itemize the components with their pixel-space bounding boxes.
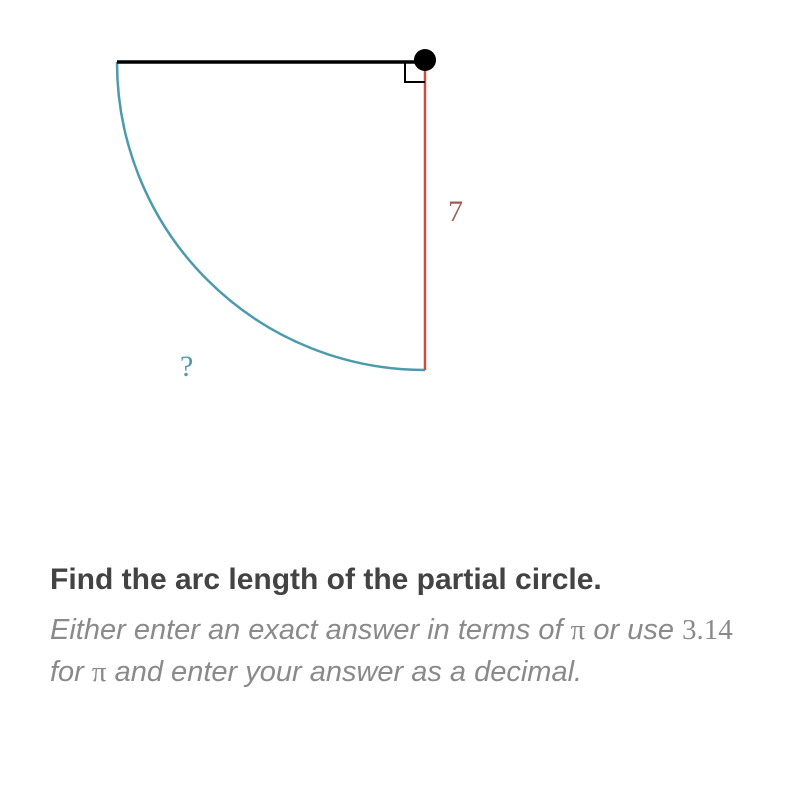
diagram-area: 7 ? — [0, 0, 800, 500]
radius-label: 7 — [448, 195, 463, 229]
subtext-part-3: for — [50, 656, 92, 688]
arc-diagram-svg — [0, 0, 800, 500]
question-title: Find the arc length of the partial circl… — [50, 560, 750, 599]
pi-symbol-2: π — [92, 656, 107, 688]
pi-symbol-1: π — [571, 614, 586, 646]
question-subtext: Either enter an exact answer in terms of… — [50, 609, 750, 693]
arc-path — [117, 62, 425, 370]
question-text-area: Find the arc length of the partial circl… — [50, 560, 750, 693]
pi-value: 3.14 — [682, 614, 733, 646]
subtext-part-2: or use — [585, 614, 682, 646]
subtext-part-1: Either enter an exact answer in terms of — [50, 614, 571, 646]
arc-length-label: ? — [180, 350, 193, 384]
center-dot — [414, 49, 436, 71]
subtext-part-4: and enter your answer as a decimal. — [107, 656, 583, 688]
screenshot-root: 7 ? Find the arc length of the partial c… — [0, 0, 800, 801]
